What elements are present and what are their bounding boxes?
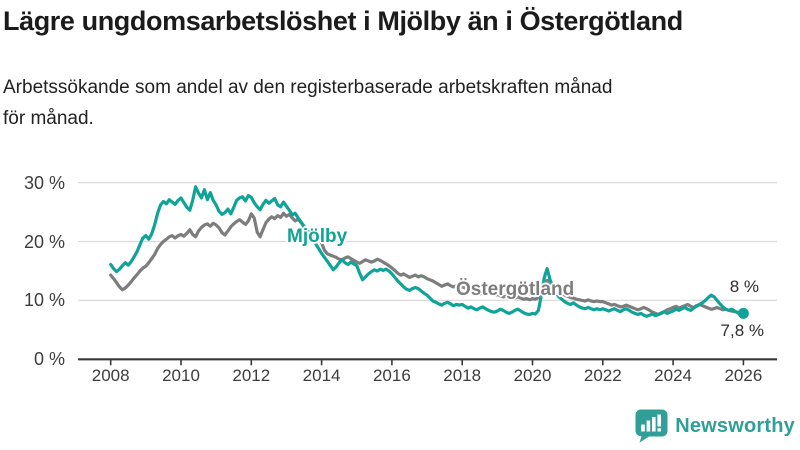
x-axis-label: 2020	[513, 366, 552, 385]
chart-subtitle: Arbetssökande som andel av den registerb…	[3, 72, 783, 134]
y-axis-label: 20 %	[23, 231, 65, 252]
logo-exclamation-bar	[657, 414, 662, 427]
y-axis-label: 30 %	[23, 172, 65, 193]
x-axis-label: 2008	[91, 366, 130, 385]
series-label-mjolby: Mjölby	[287, 226, 348, 247]
newsworthy-wordmark: Newsworthy	[675, 414, 795, 437]
series-line-mjolby	[109, 185, 746, 318]
x-axis-label: 2016	[372, 366, 411, 385]
end-dot-mjolby	[737, 307, 749, 319]
x-axis-label: 2024	[654, 366, 692, 385]
end-value-ostergotland: 8 %	[729, 277, 759, 296]
series-label-ostergotland: Östergötland	[456, 279, 575, 300]
end-value-mjolby: 7,8 %	[720, 321, 764, 340]
newsworthy-icon	[635, 409, 668, 443]
y-axis-label: 0 %	[33, 349, 65, 370]
x-axis-label: 2018	[443, 366, 482, 385]
x-axis-label: 2022	[583, 366, 622, 385]
logo-bar-medium	[646, 420, 651, 432]
logo-bar-short	[641, 424, 645, 432]
x-axis-label: 2010	[162, 366, 200, 385]
chart-subtitle-line2: för månad.	[3, 108, 94, 129]
chart-subtitle-line1: Arbetssökande som andel av den registerb…	[3, 77, 613, 98]
chart-title: Lägre ungdomsarbetslöshet i Mjölby än i …	[3, 6, 683, 36]
logo-bar-tall	[652, 417, 656, 432]
x-axis-label: 2014	[302, 366, 341, 385]
x-axis-label: 2026	[724, 366, 763, 385]
newsworthy-logo-link[interactable]: Newsworthy	[635, 408, 795, 444]
y-axis-label: 10 %	[23, 290, 65, 311]
logo-exclamation-dot	[657, 428, 662, 432]
x-axis-label: 2012	[232, 366, 271, 385]
series-line-ostergotland	[109, 211, 746, 317]
